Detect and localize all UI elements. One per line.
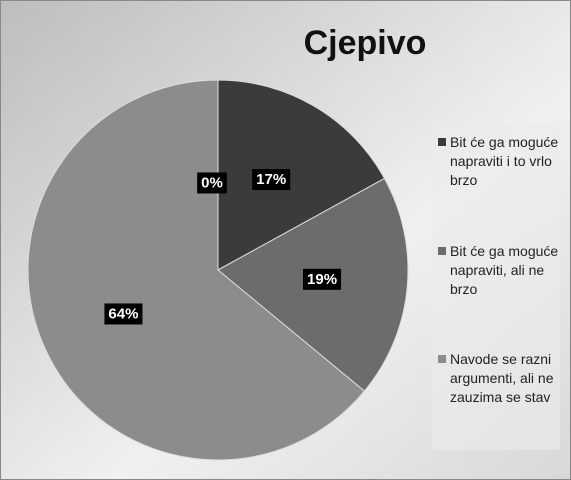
chart-title: Cjepivo	[304, 24, 427, 62]
data-label: 0%	[201, 174, 223, 191]
pie-slice	[27, 79, 366, 461]
legend-label: Bit će ga moguće napraviti i to vrlo brz…	[450, 134, 559, 188]
legend-label: Navode se razni argumenti, ali ne zauzim…	[450, 351, 554, 405]
pie-slice	[217, 79, 386, 271]
data-label: 17%	[256, 171, 286, 188]
legend: Bit će ga moguće napraviti i to vrlo brz…	[432, 125, 560, 450]
legend-item: Navode se razni argumenti, ali ne zauzim…	[438, 350, 568, 407]
data-label-box	[197, 172, 227, 194]
data-label-box	[303, 268, 342, 290]
legend-swatch	[438, 247, 446, 255]
legend-swatch	[438, 355, 446, 363]
data-label-box	[104, 303, 143, 325]
data-label-box	[252, 169, 291, 191]
legend-item: Bit će ga moguće napraviti i to vrlo brz…	[438, 133, 568, 190]
legend-item: Bit će ga moguće napraviti, ali ne brzo	[438, 242, 568, 299]
legend-swatch	[438, 138, 446, 146]
data-label: 64%	[108, 305, 138, 322]
data-label: 19%	[307, 271, 337, 288]
legend-label: Bit će ga moguće napraviti, ali ne brzo	[450, 243, 559, 297]
